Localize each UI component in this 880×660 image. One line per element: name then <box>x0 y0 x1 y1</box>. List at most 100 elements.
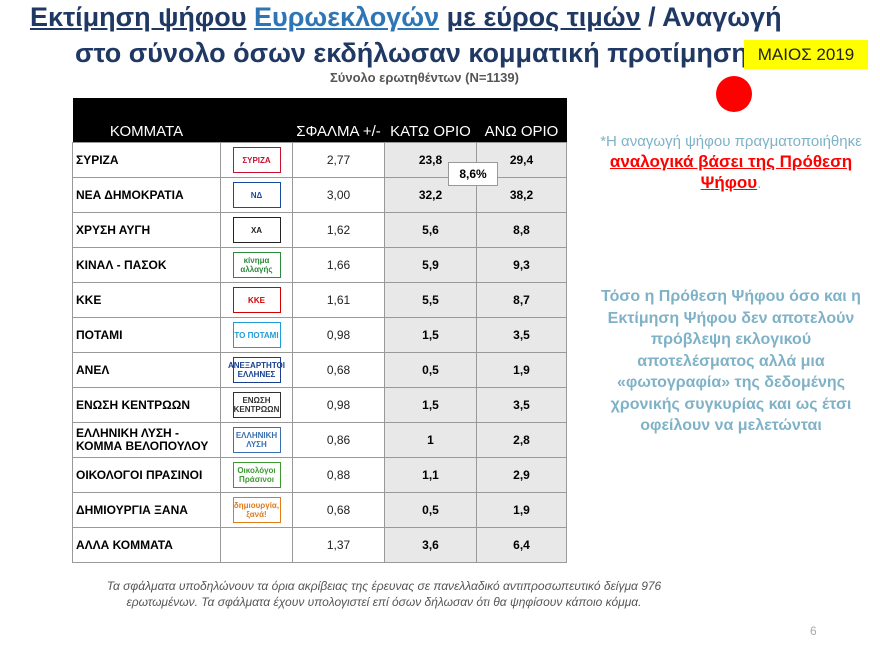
estimate-table: ΚΟΜΜΑΤΑ ΣΦΑΛΜΑ +/- ΚΑΤΩ ΟΡΙΟ ΑΝΩ ΟΡΙΟ ΣΥ… <box>72 98 567 563</box>
low-bound-value: 0,5 <box>384 492 477 528</box>
party-logo: ΧΑ <box>220 212 293 248</box>
header-high: ΑΝΩ ΟΡΙΟ <box>476 98 567 143</box>
party-logo-icon: κίνημα αλλαγής <box>232 252 281 278</box>
high-bound-value: 8,7 <box>476 282 567 318</box>
title-part-2: Ευρωεκλογών <box>253 2 440 32</box>
table-row: ΧΡΥΣΗ ΑΥΓΗ ΧΑ 1,62 5,6 8,8 <box>72 212 567 248</box>
high-bound-value: 2,9 <box>476 457 567 493</box>
header-low: ΚΑΤΩ ΟΡΙΟ <box>384 98 477 143</box>
table-header-row: ΚΟΜΜΑΤΑ ΣΦΑΛΜΑ +/- ΚΑΤΩ ΟΡΙΟ ΑΝΩ ΟΡΙΟ <box>72 98 567 143</box>
party-name: ΟΙΚΟΛΟΓΟΙ ΠΡΑΣΙΝΟΙ <box>72 457 221 493</box>
high-bound-value: 1,9 <box>476 352 567 388</box>
party-logo <box>220 527 293 563</box>
gap-label: 8,6% <box>448 162 498 186</box>
error-value: 1,62 <box>292 212 385 248</box>
high-bound-value: 6,4 <box>476 527 567 563</box>
high-bound-value: 3,5 <box>476 317 567 353</box>
party-logo: Οικολόγοι Πράσινοι <box>220 457 293 493</box>
note1-post: . <box>757 175 762 192</box>
table-row: ΚΚΕ ΚΚΕ 1,61 5,5 8,7 <box>72 282 567 318</box>
note1-pre: *Η αναγωγή ψήφου πραγματοποιήθηκε <box>600 133 862 150</box>
party-logo: ΣΥΡΙΖΑ <box>220 142 293 178</box>
note1-emphasis: αναλογικά βάσει της Πρόθεση Ψήφου <box>609 152 853 192</box>
low-bound-value: 3,6 <box>384 527 477 563</box>
title-line-1: Εκτίμηση ψήφου Ευρωεκλογών με εύρος τιμώ… <box>30 2 782 33</box>
error-value: 0,88 <box>292 457 385 493</box>
title-line-2: στο σύνολο όσων εκδήλωσαν κομματική προτ… <box>75 38 748 68</box>
table-row: ΕΛΛΗΝΙΚΗ ΛΥΣΗ - ΚΟΜΜΑ ΒΕΛΟΠΟΥΛΟΥ ΕΛΛΗΝΙΚΗ… <box>72 422 567 458</box>
party-name: ΕΝΩΣΗ ΚΕΝΤΡΩΩΝ <box>72 387 221 423</box>
party-name: ΠΟΤΑΜΙ <box>72 317 221 353</box>
party-logo: κίνημα αλλαγής <box>220 247 293 283</box>
header-error: ΣΦΑΛΜΑ +/- <box>292 98 385 143</box>
error-value: 0,98 <box>292 387 385 423</box>
note-disclaimer: Τόσο η Πρόθεση Ψήφου όσο και η Εκτίμηση … <box>601 288 861 434</box>
footnote: Τα σφάλματα υποδηλώνουν τα όρια ακρίβεια… <box>106 579 662 609</box>
low-bound-value: 5,6 <box>384 212 477 248</box>
low-bound-value: 5,9 <box>384 247 477 283</box>
error-value: 2,77 <box>292 142 385 178</box>
party-logo: ΚΚΕ <box>220 282 293 318</box>
party-logo-icon: ΣΥΡΙΖΑ <box>232 147 281 173</box>
error-value: 0,98 <box>292 317 385 353</box>
party-logo-icon: ΚΚΕ <box>232 287 281 313</box>
party-name: ΑΛΛΑ ΚΟΜΜΑΤΑ <box>72 527 221 563</box>
error-value: 1,61 <box>292 282 385 318</box>
party-logo-icon: δημιουργία, ξανά! <box>232 497 281 523</box>
party-logo-icon: ΑΝΕΞΑΡΤΗΤΟΙ ΕΛΛΗΝΕΣ <box>228 357 285 383</box>
party-logo-icon: ΧΑ <box>232 217 281 243</box>
table-row: ΔΗΜΙΟΥΡΓΙΑ ΞΑΝΑ δημιουργία, ξανά! 0,68 0,5 1… <box>72 492 567 528</box>
party-logo-icon: ΤΟ ΠΟΤΑΜΙ <box>232 322 281 348</box>
low-bound-value: 1,1 <box>384 457 477 493</box>
party-name: ΑΝΕΛ <box>72 352 221 388</box>
party-logo-icon: ΝΔ <box>232 182 281 208</box>
party-logo: ΕΛΛΗΝΙΚΗ ΛΥΣΗ <box>220 422 293 458</box>
party-logo-icon: ΕΝΩΣΗ ΚΕΝΤΡΩΩΝ <box>232 392 281 418</box>
error-value: 1,66 <box>292 247 385 283</box>
party-name: ΔΗΜΙΟΥΡΓΙΑ ΞΑΝΑ <box>72 492 221 528</box>
error-value: 3,00 <box>292 177 385 213</box>
error-value: 0,68 <box>292 352 385 388</box>
error-value: 0,68 <box>292 492 385 528</box>
title-part-4: / Αναγωγή <box>640 2 782 32</box>
high-bound-value: 8,8 <box>476 212 567 248</box>
party-logo: ΤΟ ΠΟΤΑΜΙ <box>220 317 293 353</box>
high-bound-value: 3,5 <box>476 387 567 423</box>
high-bound-value: 9,3 <box>476 247 567 283</box>
party-logo: ΕΝΩΣΗ ΚΕΝΤΡΩΩΝ <box>220 387 293 423</box>
high-bound-value: 1,9 <box>476 492 567 528</box>
table-row: ΟΙΚΟΛΟΓΟΙ ΠΡΑΣΙΝΟΙ Οικολόγοι Πράσινοι 0,88… <box>72 457 567 493</box>
low-bound-value: 1,5 <box>384 387 477 423</box>
header-logo <box>220 98 293 143</box>
table-row: ΠΟΤΑΜΙ ΤΟ ΠΟΤΑΜΙ 0,98 1,5 3,5 <box>72 317 567 353</box>
high-bound-value: 2,8 <box>476 422 567 458</box>
title-part-1: Εκτίμηση ψήφου <box>30 2 247 32</box>
header-party: ΚΟΜΜΑΤΑ <box>72 98 221 143</box>
table-row: ΑΝΕΛ ΑΝΕΞΑΡΤΗΤΟΙ ΕΛΛΗΝΕΣ 0,68 0,5 1,9 <box>72 352 567 388</box>
table-row: ΝΕΑ ΔΗΜΟΚΡΑΤΙΑ ΝΔ 3,00 32,2 38,2 <box>72 177 567 213</box>
party-logo-icon: ΕΛΛΗΝΙΚΗ ΛΥΣΗ <box>232 427 281 453</box>
party-name: ΣΥΡΙΖΑ <box>72 142 221 178</box>
low-bound-value: 1,5 <box>384 317 477 353</box>
party-logo-icon: Οικολόγοι Πράσινοι <box>232 462 281 488</box>
low-bound-value: 1 <box>384 422 477 458</box>
low-bound-value: 5,5 <box>384 282 477 318</box>
error-value: 1,37 <box>292 527 385 563</box>
page-number: 6 <box>810 624 817 638</box>
party-name: ΚΙΝΑΛ - ΠΑΣΟΚ <box>72 247 221 283</box>
low-bound-value: 0,5 <box>384 352 477 388</box>
party-logo: ΑΝΕΞΑΡΤΗΤΟΙ ΕΛΛΗΝΕΣ <box>220 352 293 388</box>
table-row: ΕΝΩΣΗ ΚΕΝΤΡΩΩΝ ΕΝΩΣΗ ΚΕΝΤΡΩΩΝ 0,98 1,5 3,5 <box>72 387 567 423</box>
party-name: ΚΚΕ <box>72 282 221 318</box>
party-name: ΧΡΥΣΗ ΑΥΓΗ <box>72 212 221 248</box>
party-name: ΝΕΑ ΔΗΜΟΚΡΑΤΙΑ <box>72 177 221 213</box>
title-part-3: με εύρος τιμών <box>446 2 641 32</box>
party-logo: ΝΔ <box>220 177 293 213</box>
red-dot-marker <box>716 76 752 112</box>
table-row: ΚΙΝΑΛ - ΠΑΣΟΚ κίνημα αλλαγής 1,66 5,9 9,3 <box>72 247 567 283</box>
party-logo: δημιουργία, ξανά! <box>220 492 293 528</box>
note-proportional: *Η αναγωγή ψήφου πραγματοποιήθηκε αναλογ… <box>598 132 864 194</box>
sample-subtitle: Σύνολο ερωτηθέντων (N=1139) <box>330 70 519 85</box>
error-value: 0,86 <box>292 422 385 458</box>
table-row: ΑΛΛΑ ΚΟΜΜΑΤΑ 1,37 3,6 6,4 <box>72 527 567 563</box>
